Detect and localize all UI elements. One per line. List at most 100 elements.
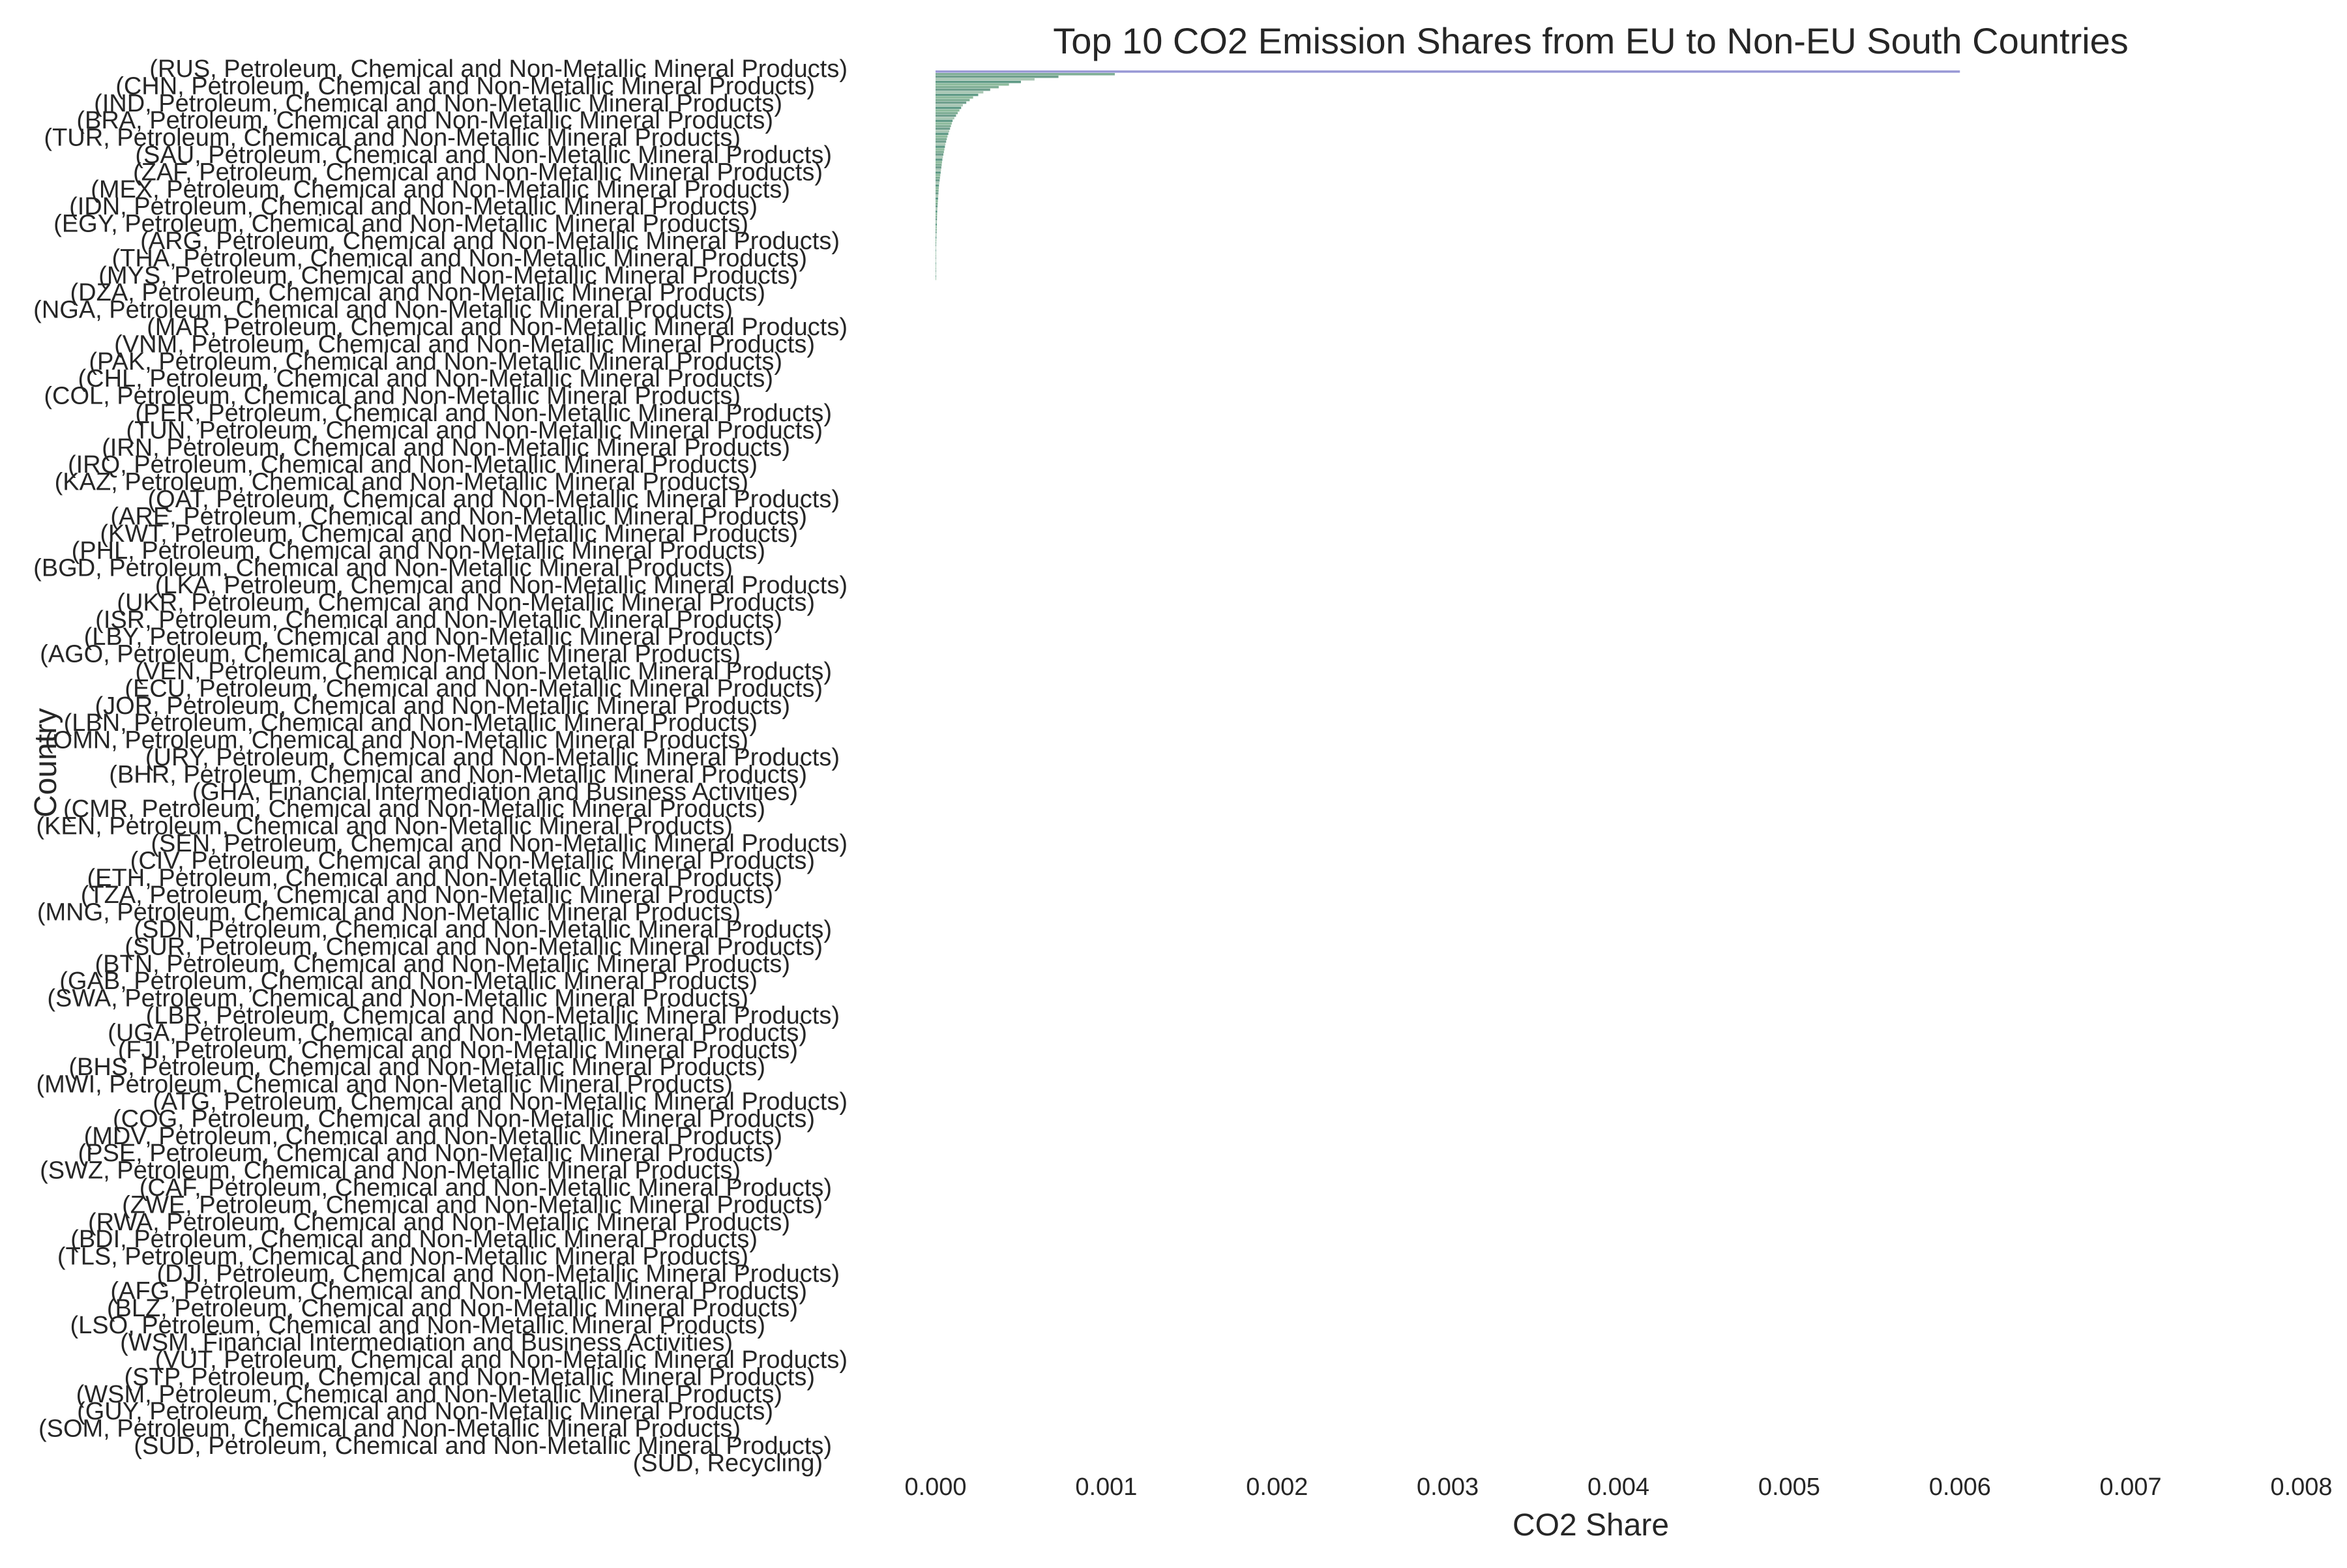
x-tick-label: 0.008 [2270, 1473, 2332, 1501]
y-axis-label: Country [29, 708, 63, 818]
y-tick-label: (ATG, Petroleum, Chemical and Non-Metall… [153, 1088, 848, 1116]
y-tick-label: (MYS, Petroleum, Chemical and Non-Metall… [98, 262, 798, 289]
x-tick-label: 0.005 [1758, 1473, 1820, 1501]
y-tick-label: (SOM, Petroleum, Chemical and Non-Metall… [38, 1415, 741, 1443]
y-tick-label: (STP, Petroleum, Chemical and Non-Metall… [125, 1363, 815, 1391]
bar [936, 132, 949, 135]
y-tick-label: (CMR, Petroleum, Chemical and Non-Metall… [63, 795, 765, 823]
y-tick-label: (URY, Petroleum, Chemical and Non-Metall… [145, 744, 840, 771]
bar [936, 156, 943, 158]
y-tick-label: (GUY, Petroleum, Chemical and Non-Metall… [77, 1398, 773, 1425]
x-tick-label: 0.002 [1246, 1473, 1308, 1501]
y-tick-label: (MDV, Petroleum, Chemical and Non-Metall… [84, 1123, 782, 1150]
bar [936, 158, 943, 161]
y-tick-label: (MWI, Petroleum, Chemical and Non-Metall… [36, 1071, 733, 1099]
y-tick-label: (LBR, Petroleum, Chemical and Non-Metall… [146, 1002, 840, 1029]
y-tick-label: (ZAF, Petroleum, Chemical and Non-Metall… [133, 158, 823, 186]
y-tick-label: (RUS, Petroleum, Chemical and Non-Metall… [149, 55, 848, 83]
y-tick-label: (THA, Petroleum, Chemical and Non-Metall… [112, 244, 807, 272]
y-tick-label: (NGA, Petroleum, Chemical and Non-Metall… [33, 297, 733, 324]
y-tick-label: (SWA, Petroleum, Chemical and Non-Metall… [47, 985, 748, 1013]
bar [936, 205, 938, 208]
bar [936, 169, 941, 171]
y-tick-label: (BDI, Petroleum, Chemical and Non-Metall… [70, 1226, 758, 1253]
bar [936, 176, 940, 179]
bar [936, 189, 939, 192]
y-tick-label: (SAU, Petroleum, Chemical and Non-Metall… [135, 141, 832, 169]
bar [936, 130, 949, 133]
bar [936, 179, 940, 182]
y-tick-label: (BHS, Petroleum, Chemical and Non-Metall… [68, 1054, 765, 1081]
y-tick-label: (LSO, Petroleum, Chemical and Non-Metall… [70, 1312, 765, 1339]
bar [936, 171, 941, 174]
y-tick-label: (BTN, Petroleum, Chemical and Non-Metall… [95, 951, 790, 978]
x-axis-label: CO2 Share [1513, 1508, 1669, 1543]
bar [936, 96, 973, 99]
y-tick-label: (IRQ, Petroleum, Chemical and Non-Metall… [68, 451, 758, 479]
y-tick-label: (ECU, Petroleum, Chemical and Non-Metall… [125, 675, 823, 702]
y-tick-label: (VEN, Petroleum, Chemical and Non-Metall… [135, 658, 832, 685]
y-tick-label: (VNM, Petroleum, Chemical and Non-Metall… [114, 331, 815, 358]
bar [936, 117, 954, 120]
bar [936, 226, 937, 229]
y-tick-label: (COL, Petroleum, Chemical and Non-Metall… [44, 383, 741, 410]
bar [936, 153, 944, 156]
y-tick-label: (KWT, Petroleum, Chemical and Non-Metall… [100, 520, 798, 548]
x-tick-label: 0.001 [1075, 1473, 1137, 1501]
bar [936, 83, 1009, 86]
y-tick-label: (WSM, Financial Intermediation and Busin… [120, 1329, 733, 1357]
y-tick-label: (SDN, Petroleum, Chemical and Non-Metall… [134, 916, 832, 943]
bar [936, 192, 939, 195]
y-tick-label: (PHL, Petroleum, Chemical and Non-Metall… [72, 537, 765, 565]
bar [936, 151, 944, 153]
bar [936, 223, 937, 226]
bar [936, 194, 939, 198]
y-tick-label: (GAB, Petroleum, Chemical and Non-Metall… [59, 968, 758, 995]
bar [936, 145, 945, 148]
y-tick-label: (RWA, Petroleum, Chemical and Non-Metall… [88, 1209, 790, 1236]
bar [936, 166, 941, 169]
y-tick-label: (UGA, Petroleum, Chemical and Non-Metall… [108, 1019, 807, 1046]
bar [936, 125, 951, 128]
y-tick-label: (MAR, Petroleum, Chemical and Non-Metall… [147, 314, 848, 341]
y-tick-label: (AFG, Petroleum, Chemical and Non-Metall… [110, 1277, 807, 1305]
bar [936, 114, 956, 117]
bar [936, 228, 937, 231]
y-tick-label: (TUR, Petroleum, Chemical and Non-Metall… [44, 125, 741, 152]
y-tick-label: (OMN, Petroleum, Chemical and Non-Metall… [45, 727, 748, 754]
bar [936, 231, 937, 234]
bar [936, 161, 942, 164]
bar [936, 93, 979, 96]
y-tick-label: (SUD, Petroleum, Chemical and Non-Metall… [134, 1432, 832, 1460]
bar [936, 101, 967, 104]
bar [936, 138, 947, 140]
y-tick-label: (COG, Petroleum, Chemical and Non-Metall… [113, 1105, 815, 1132]
x-tick-label: 0.007 [2100, 1473, 2162, 1501]
bar [936, 78, 1035, 81]
y-tick-label: (CHN, Petroleum, Chemical and Non-Metall… [115, 72, 815, 100]
y-tick-label: (ISR, Petroleum, Chemical and Non-Metall… [95, 606, 782, 634]
x-tick-label: 0.003 [1417, 1473, 1479, 1501]
bar [936, 135, 948, 138]
y-tick-label: (CAF, Petroleum, Chemical and Non-Metall… [140, 1174, 832, 1202]
bar [936, 72, 1115, 76]
bar [936, 143, 946, 145]
bar [936, 186, 939, 190]
y-tick-label: (VUT, Petroleum, Chemical and Non-Metall… [155, 1346, 848, 1374]
y-tick-label: (TZA, Petroleum, Chemical and Non-Metall… [81, 881, 773, 909]
x-tick-labels: 0.000 0.001 0.002 0.003 0.004 0.005 0.006 0.007… [904, 1473, 2332, 1501]
bar [936, 111, 958, 115]
bar [936, 127, 951, 130]
bar [936, 109, 960, 112]
bar [936, 88, 990, 91]
y-tick-label: (MEX, Petroleum, Chemical and Non-Metall… [91, 176, 790, 203]
y-tick-label: (QAT, Petroleum, Chemical and Non-Metall… [147, 486, 840, 513]
y-tick-label: (MNG, Petroleum, Chemical and Non-Metall… [37, 899, 741, 926]
y-tick-label: (CIV, Petroleum, Chemical and Non-Metall… [130, 847, 815, 874]
bar [936, 184, 939, 187]
bar [936, 122, 952, 125]
y-tick-label: (UKR, Petroleum, Chemical and Non-Metall… [117, 589, 815, 616]
bar [936, 80, 1021, 83]
bar [936, 75, 1059, 78]
